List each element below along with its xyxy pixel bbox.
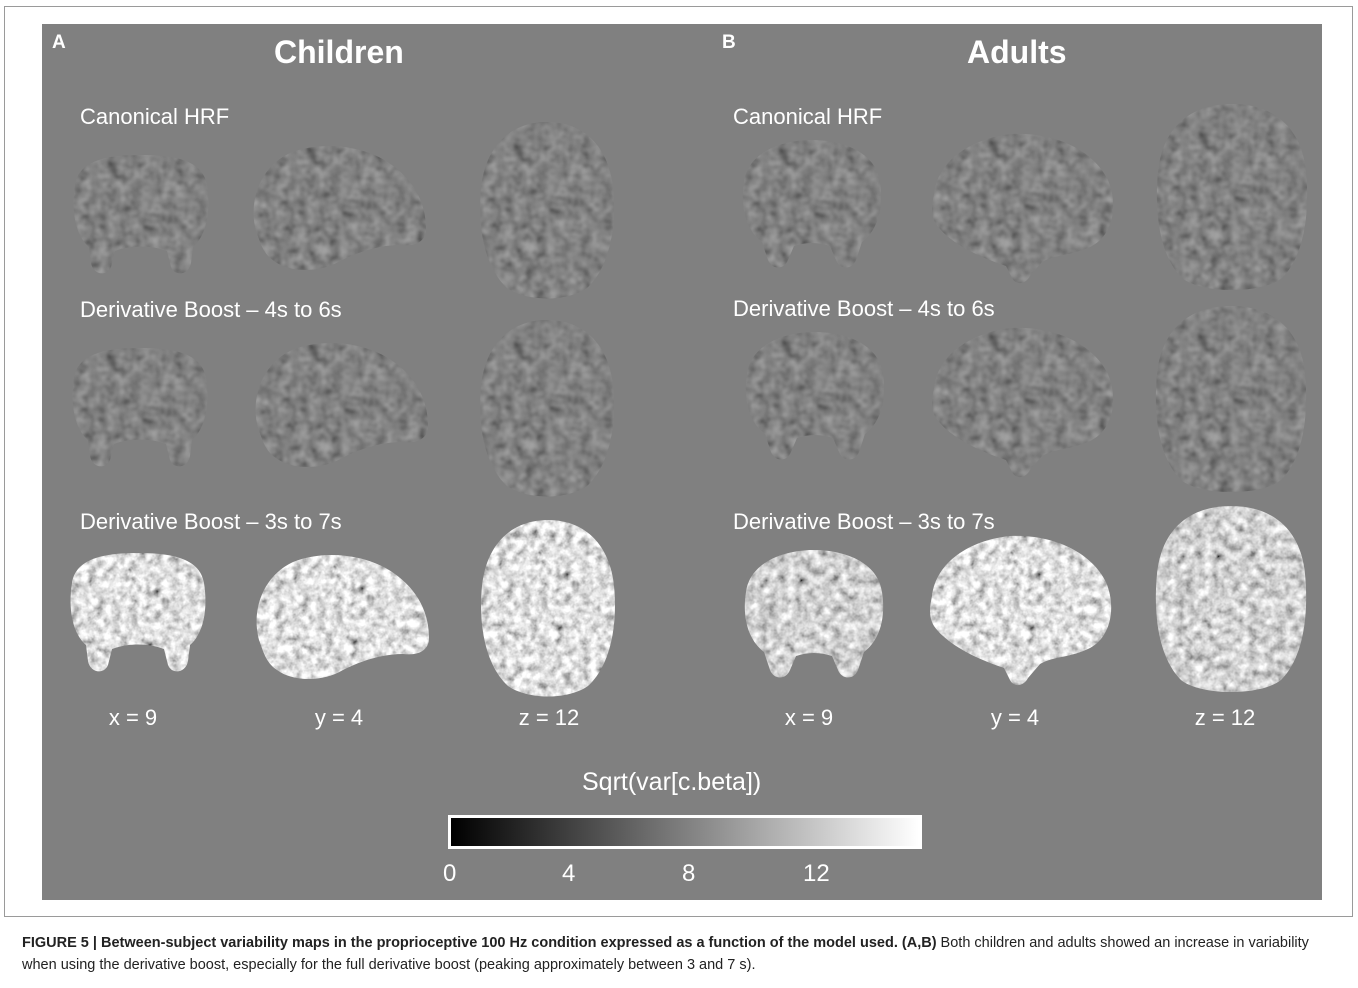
caption-bold: FIGURE 5 | Between-subject variability m… [22,935,937,951]
children-row-label: Derivative Boost – 3s to 7s [80,509,342,534]
adults-coord-y: y = 4 [990,705,1040,730]
figure-caption: FIGURE 5 | Between-subject variability m… [22,932,1340,976]
children-db37-coronal [70,553,206,672]
children-db46-sagittal [255,343,428,467]
children-canonical-sagittal [253,146,426,270]
adults-db37-sagittal [930,535,1112,686]
colorbar-tick: 0 [443,860,457,887]
panel-a-title: Children [274,34,404,70]
children-coord-x: x = 9 [108,705,158,730]
colorbar-title: Sqrt(var[c.beta]) [582,768,762,796]
colorbar-tick: 12 [803,860,830,887]
colorbar-tick: 8 [682,860,696,887]
adults-db46-sagittal [932,327,1114,478]
figure-panel [42,24,1322,900]
adults-db46-axial [1155,306,1307,492]
adults-coord-x: x = 9 [784,705,834,730]
adults-db37-coronal [744,550,884,678]
children-db46-axial [480,320,614,497]
panel-b-label: B [722,32,736,53]
caption-text: Both children and adults showed an incre… [22,935,1309,973]
adults-row-label: Derivative Boost – 4s to 6s [733,296,995,321]
adults-db46-coronal [745,332,885,460]
children-coord-y: y = 4 [314,705,364,730]
adults-canonical-coronal [742,140,882,268]
adults-canonical-axial [1156,104,1308,290]
adults-coord-z: z = 12 [1194,705,1256,730]
children-db37-axial [481,520,615,697]
colorbar [448,815,922,849]
panel-a-label: A [52,32,66,53]
children-coord-z: z = 12 [518,705,580,730]
children-db46-coronal [72,348,208,467]
panel-b-title: Adults [967,34,1067,70]
adults-row-label: Canonical HRF [733,104,883,129]
adults-db37-axial [1155,506,1307,692]
brain-maps [70,104,1308,697]
children-row-label: Canonical HRF [80,104,230,129]
children-canonical-axial [480,122,614,299]
adults-canonical-sagittal [932,133,1114,284]
children-db37-sagittal [256,555,429,679]
children-row-label: Derivative Boost – 4s to 6s [80,297,342,322]
colorbar-tick: 4 [562,860,576,887]
children-canonical-coronal [73,155,209,274]
adults-row-label: Derivative Boost – 3s to 7s [733,509,995,534]
